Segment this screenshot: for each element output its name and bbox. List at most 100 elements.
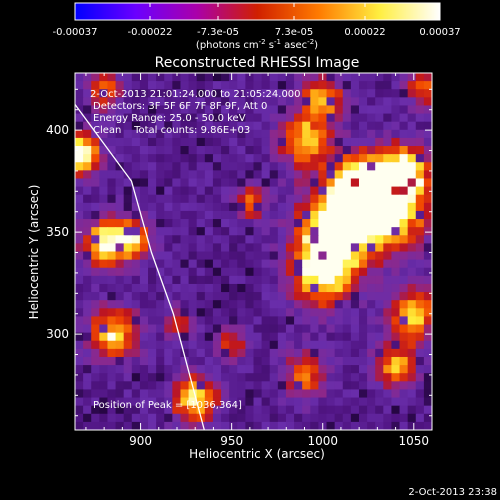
heatmap-cell xyxy=(285,121,295,131)
heatmap-cell xyxy=(148,178,157,188)
heatmap-cell xyxy=(237,219,246,228)
heatmap-cell xyxy=(99,186,109,196)
heatmap-cell xyxy=(326,227,336,236)
heatmap-cell xyxy=(229,259,238,269)
heatmap-cell xyxy=(221,397,230,407)
heatmap-cell xyxy=(310,324,320,334)
heatmap-cell xyxy=(310,129,320,139)
heatmap-cell xyxy=(99,89,109,98)
heatmap-cell xyxy=(245,73,255,82)
heatmap-cell xyxy=(318,227,328,236)
heatmap-cell xyxy=(204,324,214,334)
energy-range-text: Energy Range: 25.0 - 50.0 keV xyxy=(93,113,246,124)
heatmap-cell xyxy=(375,389,384,399)
heatmap-cell xyxy=(423,170,432,180)
heatmap-cell xyxy=(148,227,157,236)
heatmap-cell xyxy=(261,251,271,261)
heatmap-cell xyxy=(253,154,263,163)
heatmap-cell xyxy=(212,81,222,90)
heatmap-cell xyxy=(204,154,214,163)
heatmap-cell xyxy=(253,348,263,358)
heatmap-cell xyxy=(204,381,214,391)
heatmap-cell xyxy=(107,356,117,366)
heatmap-cell xyxy=(326,170,336,180)
heatmap-cell xyxy=(156,227,165,236)
heatmap-cell xyxy=(310,365,320,374)
heatmap-cell xyxy=(358,146,368,155)
heatmap-cell xyxy=(139,292,149,301)
heatmap-cell xyxy=(172,178,182,188)
heatmap-cell xyxy=(358,162,368,171)
heatmap-cell xyxy=(415,113,425,123)
heatmap-cell xyxy=(423,275,432,285)
heatmap-cell xyxy=(99,81,109,90)
heatmap-cell xyxy=(277,324,287,334)
heatmap-cell xyxy=(318,405,328,415)
heatmap-cell xyxy=(375,275,384,285)
heatmap-cell xyxy=(156,348,165,358)
heatmap-cell xyxy=(229,324,238,334)
heatmap-cell xyxy=(221,81,230,90)
heatmap-cell xyxy=(375,405,384,415)
heatmap-cell xyxy=(164,170,173,180)
heatmap-cell xyxy=(318,356,328,366)
heatmap-cell xyxy=(310,308,320,318)
heatmap-cell xyxy=(391,365,401,374)
heatmap-cell xyxy=(285,389,295,399)
heatmap-cell xyxy=(269,105,279,115)
heatmap-cell xyxy=(326,332,336,342)
heatmap-cell xyxy=(131,316,141,326)
heatmap-cell xyxy=(83,235,92,244)
heatmap-cell xyxy=(212,340,222,350)
heatmap-cell xyxy=(358,235,368,244)
heatmap-cell xyxy=(269,389,279,399)
heatmap-cell xyxy=(423,283,432,293)
heatmap-cell xyxy=(375,356,384,366)
heatmap-cell xyxy=(107,129,117,139)
heatmap-cell xyxy=(180,259,190,269)
heatmap-cell xyxy=(277,210,287,220)
heatmap-cell xyxy=(229,113,238,123)
heatmap-cell xyxy=(99,316,109,326)
heatmap-cell xyxy=(99,121,109,131)
heatmap-cell xyxy=(172,210,182,220)
heatmap-cell xyxy=(407,97,417,107)
heatmap-cell xyxy=(164,178,173,188)
heatmap-cell xyxy=(261,348,271,358)
heatmap-cell xyxy=(350,251,360,261)
heatmap-cell xyxy=(204,243,214,253)
heatmap-cell xyxy=(164,202,173,212)
heatmap-cell xyxy=(285,308,295,318)
heatmap-cell xyxy=(391,137,401,147)
heatmap-cell xyxy=(196,332,206,342)
heatmap-cell xyxy=(285,381,295,391)
heatmap-cell xyxy=(196,97,206,107)
heatmap-cell xyxy=(107,154,117,163)
heatmap-cell xyxy=(269,146,279,155)
heatmap-cell xyxy=(83,162,92,171)
heatmap-cell xyxy=(367,267,376,277)
heatmap-cell xyxy=(99,324,109,334)
heatmap-cell xyxy=(75,81,84,90)
heatmap-cell xyxy=(350,210,360,220)
heatmap-cell xyxy=(229,154,238,163)
heatmap-cell xyxy=(204,202,214,212)
heatmap-cell xyxy=(326,154,336,163)
heatmap-cell xyxy=(269,202,279,212)
heatmap-cell xyxy=(212,421,222,430)
heatmap-cell xyxy=(326,373,336,382)
heatmap-cell xyxy=(131,73,141,82)
heatmap-cell xyxy=(172,219,182,228)
heatmap-cell xyxy=(237,405,246,415)
heatmap-cell xyxy=(391,405,401,415)
heatmap-cell xyxy=(358,89,368,98)
heatmap-cell xyxy=(91,227,100,236)
heatmap-cell xyxy=(229,227,238,236)
heatmap-cell xyxy=(91,397,100,407)
heatmap-cell xyxy=(391,275,401,285)
heatmap-cell xyxy=(245,219,255,228)
heatmap-cell xyxy=(237,121,246,131)
heatmap-cell xyxy=(399,210,409,220)
heatmap-cell xyxy=(83,73,92,82)
heatmap-cell xyxy=(318,194,328,204)
